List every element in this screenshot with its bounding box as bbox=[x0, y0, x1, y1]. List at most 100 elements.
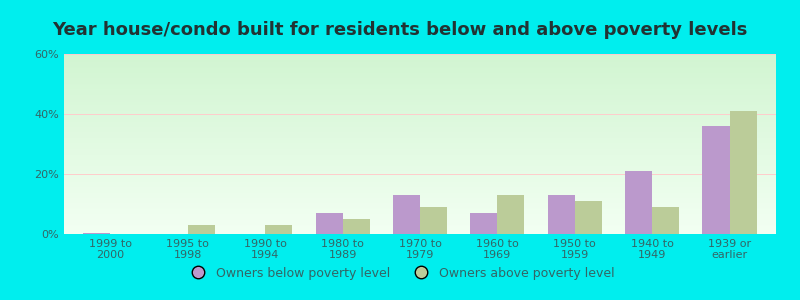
Bar bbox=[702, 126, 730, 234]
Bar bbox=[64, 92, 776, 93]
Bar bbox=[730, 111, 757, 234]
Bar bbox=[64, 137, 776, 138]
Bar bbox=[64, 144, 776, 145]
Bar bbox=[64, 231, 776, 232]
Bar bbox=[64, 94, 776, 95]
Bar bbox=[64, 169, 776, 170]
Bar bbox=[64, 125, 776, 126]
Bar bbox=[64, 118, 776, 119]
Bar bbox=[64, 198, 776, 199]
Bar bbox=[470, 213, 498, 234]
Bar bbox=[64, 229, 776, 230]
Bar bbox=[64, 197, 776, 198]
Bar bbox=[64, 150, 776, 151]
Bar bbox=[64, 106, 776, 107]
Bar bbox=[64, 72, 776, 73]
Bar bbox=[64, 70, 776, 71]
Bar bbox=[64, 186, 776, 187]
Bar bbox=[64, 90, 776, 91]
Bar bbox=[64, 124, 776, 125]
Bar bbox=[64, 159, 776, 160]
Bar bbox=[64, 93, 776, 94]
Bar bbox=[64, 203, 776, 204]
Bar bbox=[64, 115, 776, 116]
Bar bbox=[64, 217, 776, 218]
Bar bbox=[64, 81, 776, 82]
Bar bbox=[64, 149, 776, 150]
Bar bbox=[64, 138, 776, 139]
Bar bbox=[64, 126, 776, 127]
Bar bbox=[64, 213, 776, 214]
Bar bbox=[64, 104, 776, 105]
Bar bbox=[64, 83, 776, 84]
Bar bbox=[64, 120, 776, 121]
Bar bbox=[64, 61, 776, 62]
Bar bbox=[64, 200, 776, 201]
Bar bbox=[64, 167, 776, 168]
Bar bbox=[64, 133, 776, 134]
Bar bbox=[64, 228, 776, 229]
Bar bbox=[64, 179, 776, 180]
Bar bbox=[64, 77, 776, 78]
Bar bbox=[64, 56, 776, 57]
Bar bbox=[64, 112, 776, 113]
Bar bbox=[64, 177, 776, 178]
Bar bbox=[64, 224, 776, 225]
Bar bbox=[64, 192, 776, 193]
Bar bbox=[64, 170, 776, 171]
Bar bbox=[64, 152, 776, 153]
Bar bbox=[64, 147, 776, 148]
Bar bbox=[64, 80, 776, 81]
Bar bbox=[64, 89, 776, 90]
Bar bbox=[64, 153, 776, 154]
Bar bbox=[64, 79, 776, 80]
Bar bbox=[64, 201, 776, 202]
Bar bbox=[64, 222, 776, 223]
Bar bbox=[64, 204, 776, 205]
Bar bbox=[64, 68, 776, 69]
Bar bbox=[64, 176, 776, 177]
Bar bbox=[64, 110, 776, 111]
Bar bbox=[64, 191, 776, 192]
Bar bbox=[64, 97, 776, 98]
Bar bbox=[64, 60, 776, 61]
Bar bbox=[64, 185, 776, 186]
Bar bbox=[64, 109, 776, 110]
Bar bbox=[64, 63, 776, 64]
Bar bbox=[498, 195, 525, 234]
Bar bbox=[64, 210, 776, 211]
Bar bbox=[64, 161, 776, 162]
Bar bbox=[64, 184, 776, 185]
Bar bbox=[64, 122, 776, 123]
Bar bbox=[64, 66, 776, 67]
Bar bbox=[64, 113, 776, 114]
Bar bbox=[64, 158, 776, 159]
Bar bbox=[64, 165, 776, 166]
Bar bbox=[64, 100, 776, 101]
Bar bbox=[64, 99, 776, 100]
Bar bbox=[625, 171, 652, 234]
Bar bbox=[64, 226, 776, 227]
Bar bbox=[64, 202, 776, 203]
Bar bbox=[342, 219, 370, 234]
Bar bbox=[64, 196, 776, 197]
Bar bbox=[64, 114, 776, 115]
Bar bbox=[64, 71, 776, 72]
Bar bbox=[64, 96, 776, 97]
Bar bbox=[64, 85, 776, 86]
Bar bbox=[64, 188, 776, 189]
Bar bbox=[64, 182, 776, 183]
Bar bbox=[64, 189, 776, 190]
Bar bbox=[574, 201, 602, 234]
Bar bbox=[64, 108, 776, 109]
Bar bbox=[83, 232, 110, 234]
Bar bbox=[64, 67, 776, 68]
Bar bbox=[64, 102, 776, 103]
Bar bbox=[64, 173, 776, 174]
Bar bbox=[64, 127, 776, 128]
Bar bbox=[548, 195, 574, 234]
Bar bbox=[64, 174, 776, 175]
Bar bbox=[64, 233, 776, 234]
Bar bbox=[64, 86, 776, 87]
Bar bbox=[64, 225, 776, 226]
